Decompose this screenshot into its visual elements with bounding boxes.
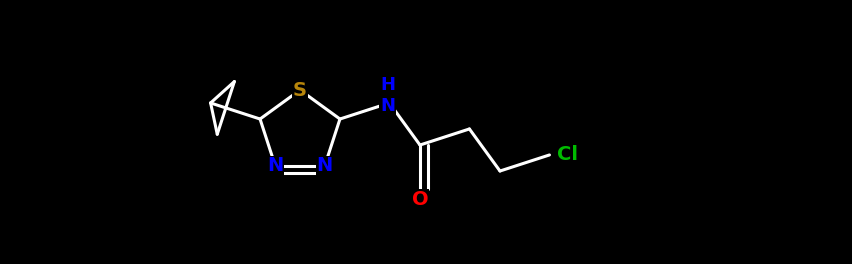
- Text: N: N: [317, 157, 333, 176]
- Text: S: S: [293, 81, 307, 100]
- Text: H: H: [380, 76, 394, 94]
- Text: N: N: [380, 97, 394, 115]
- Text: Cl: Cl: [557, 145, 578, 164]
- Text: O: O: [412, 190, 429, 209]
- Text: N: N: [268, 157, 284, 176]
